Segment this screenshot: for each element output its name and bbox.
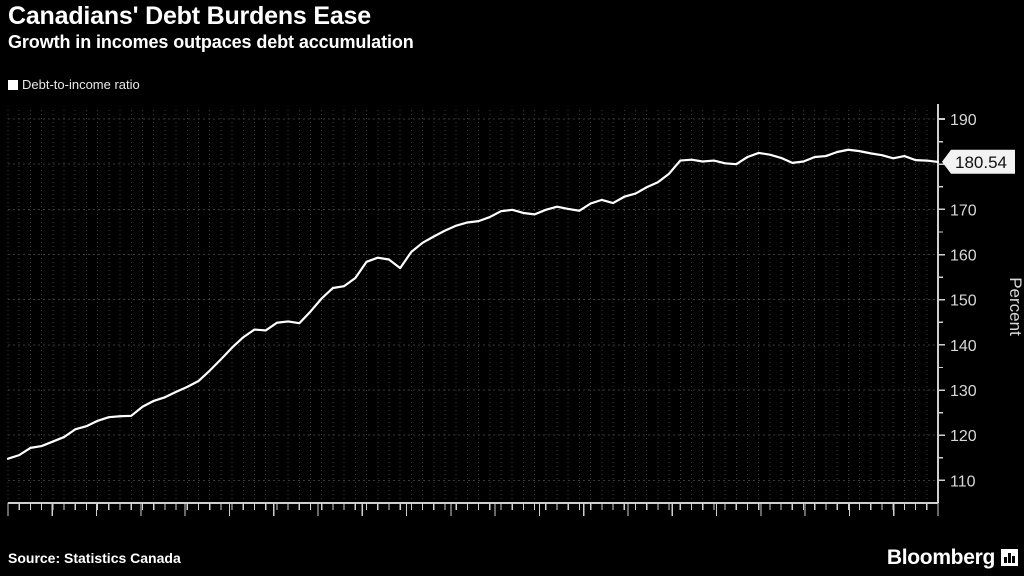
- chart-footer: Source: Statistics Canada Bloomberg: [0, 546, 1024, 576]
- bloomberg-branding: Bloomberg: [887, 547, 1018, 568]
- svg-text:Percent: Percent: [1006, 277, 1024, 336]
- x-axis-ticks: [7, 503, 939, 516]
- chart-legend: Debt-to-income ratio: [8, 78, 140, 91]
- svg-text:130: 130: [950, 383, 977, 400]
- chart-header: Canadians' Debt Burdens Ease Growth in i…: [8, 2, 1008, 53]
- legend-swatch-icon: [8, 79, 18, 90]
- y-axis-title: Percent: [1006, 277, 1024, 336]
- horizontal-gridlines: [8, 118, 938, 481]
- data-series-lines: [6, 148, 940, 460]
- svg-text:190: 190: [950, 112, 977, 129]
- svg-text:120: 120: [950, 428, 977, 445]
- vertical-gridlines: [7, 110, 939, 503]
- svg-text:160: 160: [950, 248, 977, 265]
- source-note: Source: Statistics Canada: [8, 550, 181, 566]
- chart-title: Canadians' Debt Burdens Ease: [8, 2, 371, 30]
- last-value-flag: 180.54: [942, 149, 1015, 174]
- y-axis-tick-labels: 110 120 130 140 150 160 170 190: [950, 112, 977, 490]
- axis-lines: [8, 104, 939, 504]
- svg-text:180.54: 180.54: [955, 153, 1007, 172]
- svg-text:140: 140: [950, 338, 977, 355]
- bloomberg-bars-icon: [1001, 549, 1018, 566]
- svg-text:150: 150: [950, 293, 977, 310]
- y-axis-ticks: [938, 118, 945, 482]
- svg-text:170: 170: [950, 202, 977, 219]
- chart-subtitle: Growth in incomes outpaces debt accumula…: [8, 32, 414, 52]
- svg-text:110: 110: [950, 473, 976, 490]
- brand-name: Bloomberg: [886, 546, 995, 569]
- legend-item-label: Debt-to-income ratio: [22, 77, 140, 92]
